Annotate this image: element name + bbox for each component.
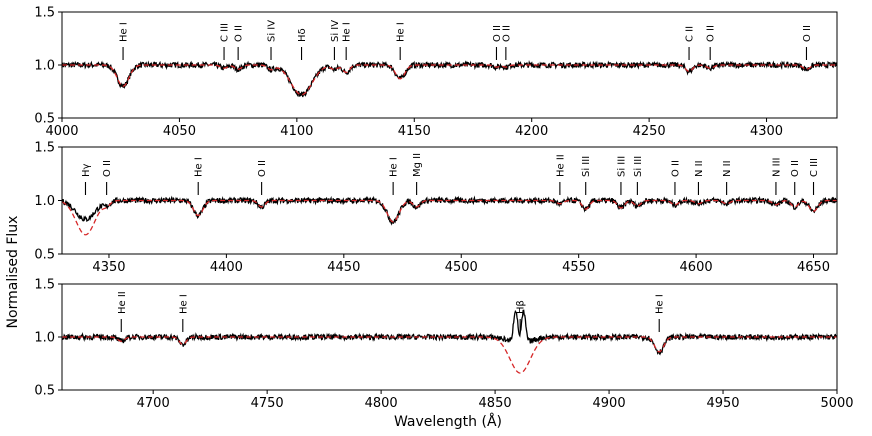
y-tick-label: 1.5: [34, 141, 55, 156]
x-tick-label: 4350: [92, 260, 125, 275]
line-id-label: Si III: [581, 156, 592, 177]
line-id-label: C II: [685, 26, 696, 42]
x-tick-label: 4550: [562, 260, 595, 275]
line-id-label: He I: [389, 157, 400, 177]
line-id-label: He I: [119, 22, 130, 42]
x-tick-label: 4000: [45, 124, 78, 139]
line-id-label: O II: [670, 160, 681, 177]
line-id-label: C III: [220, 23, 231, 42]
y-tick-label: 0.5: [34, 384, 55, 399]
y-tick-label: 0.5: [34, 112, 55, 127]
line-id-label: C III: [809, 158, 820, 177]
line-id-label: Si III: [633, 156, 644, 177]
x-tick-label: 4050: [163, 124, 196, 139]
x-tick-label: 4700: [137, 396, 170, 411]
line-id-label: He II: [117, 291, 128, 314]
line-id-label: Si IV: [267, 20, 278, 42]
x-tick-label: 4750: [251, 396, 284, 411]
x-tick-label: 4300: [750, 124, 783, 139]
line-id-label: Hγ: [81, 163, 92, 177]
y-tick-label: 1.5: [34, 6, 55, 21]
x-tick-label: 4200: [515, 124, 548, 139]
line-id-label: N III: [771, 157, 782, 177]
y-tick-label: 1.5: [34, 278, 55, 293]
line-id-label: N II: [722, 160, 733, 177]
line-id-label: O II: [102, 160, 113, 177]
line-id-label: O II: [501, 25, 512, 42]
line-id-label: Si IV: [330, 20, 341, 42]
line-id-label: O II: [492, 25, 503, 42]
y-tick-label: 0.5: [34, 248, 55, 263]
y-tick-label: 1.0: [34, 59, 55, 74]
line-id-label: He I: [178, 294, 189, 314]
line-id-label: He I: [194, 157, 205, 177]
line-id-label: O II: [802, 25, 813, 42]
observed-spectrum: [61, 195, 838, 226]
panel-3: He II He I Hβ He I 4700 4750 4800 4850 4900 4950 5…: [34, 278, 853, 412]
y-tick-label: 1.0: [34, 331, 55, 346]
observed-spectrum: [61, 59, 838, 98]
x-tick-label: 4650: [797, 260, 830, 275]
line-id-label: He I: [396, 22, 407, 42]
x-tick-label: 4950: [706, 396, 739, 411]
line-id-label: Hβ: [516, 300, 527, 314]
line-id-label: O II: [790, 160, 801, 177]
x-tick-label: 4150: [398, 124, 431, 139]
model-spectrum: [61, 199, 837, 236]
panel-2: Hγ O II He I O II He I Mg II He II Si III Si III…: [34, 141, 838, 275]
model-spectrum: [62, 336, 837, 374]
x-axis-title: Wavelength (Å): [394, 413, 502, 430]
line-id-label: Si III: [616, 156, 627, 177]
x-tick-label: 4400: [210, 260, 243, 275]
y-tick-label: 1.0: [34, 194, 55, 209]
line-id-label: He I: [342, 22, 353, 42]
line-id-label: N II: [694, 160, 705, 177]
x-tick-label: 4500: [445, 260, 478, 275]
line-id-label: O II: [234, 25, 245, 42]
x-tick-label: 4600: [680, 260, 713, 275]
line-id-label: Mg II: [412, 153, 423, 177]
line-id-label: Hδ: [297, 28, 308, 42]
observed-spectrum: [61, 309, 838, 356]
line-id-label: O II: [706, 25, 717, 42]
x-tick-label: 4450: [327, 260, 360, 275]
x-tick-label: 4100: [280, 124, 313, 139]
model-spectrum: [62, 64, 837, 96]
x-tick-label: 4250: [633, 124, 666, 139]
line-id-label: He II: [555, 154, 566, 177]
line-id-label: O II: [257, 160, 268, 177]
x-tick-label: 4900: [593, 396, 626, 411]
x-tick-label: 5000: [820, 396, 853, 411]
y-axis-title: Normalised Flux: [5, 216, 21, 329]
x-tick-label: 4800: [365, 396, 398, 411]
line-id-label: He I: [655, 294, 666, 314]
x-tick-label: 4850: [479, 396, 512, 411]
